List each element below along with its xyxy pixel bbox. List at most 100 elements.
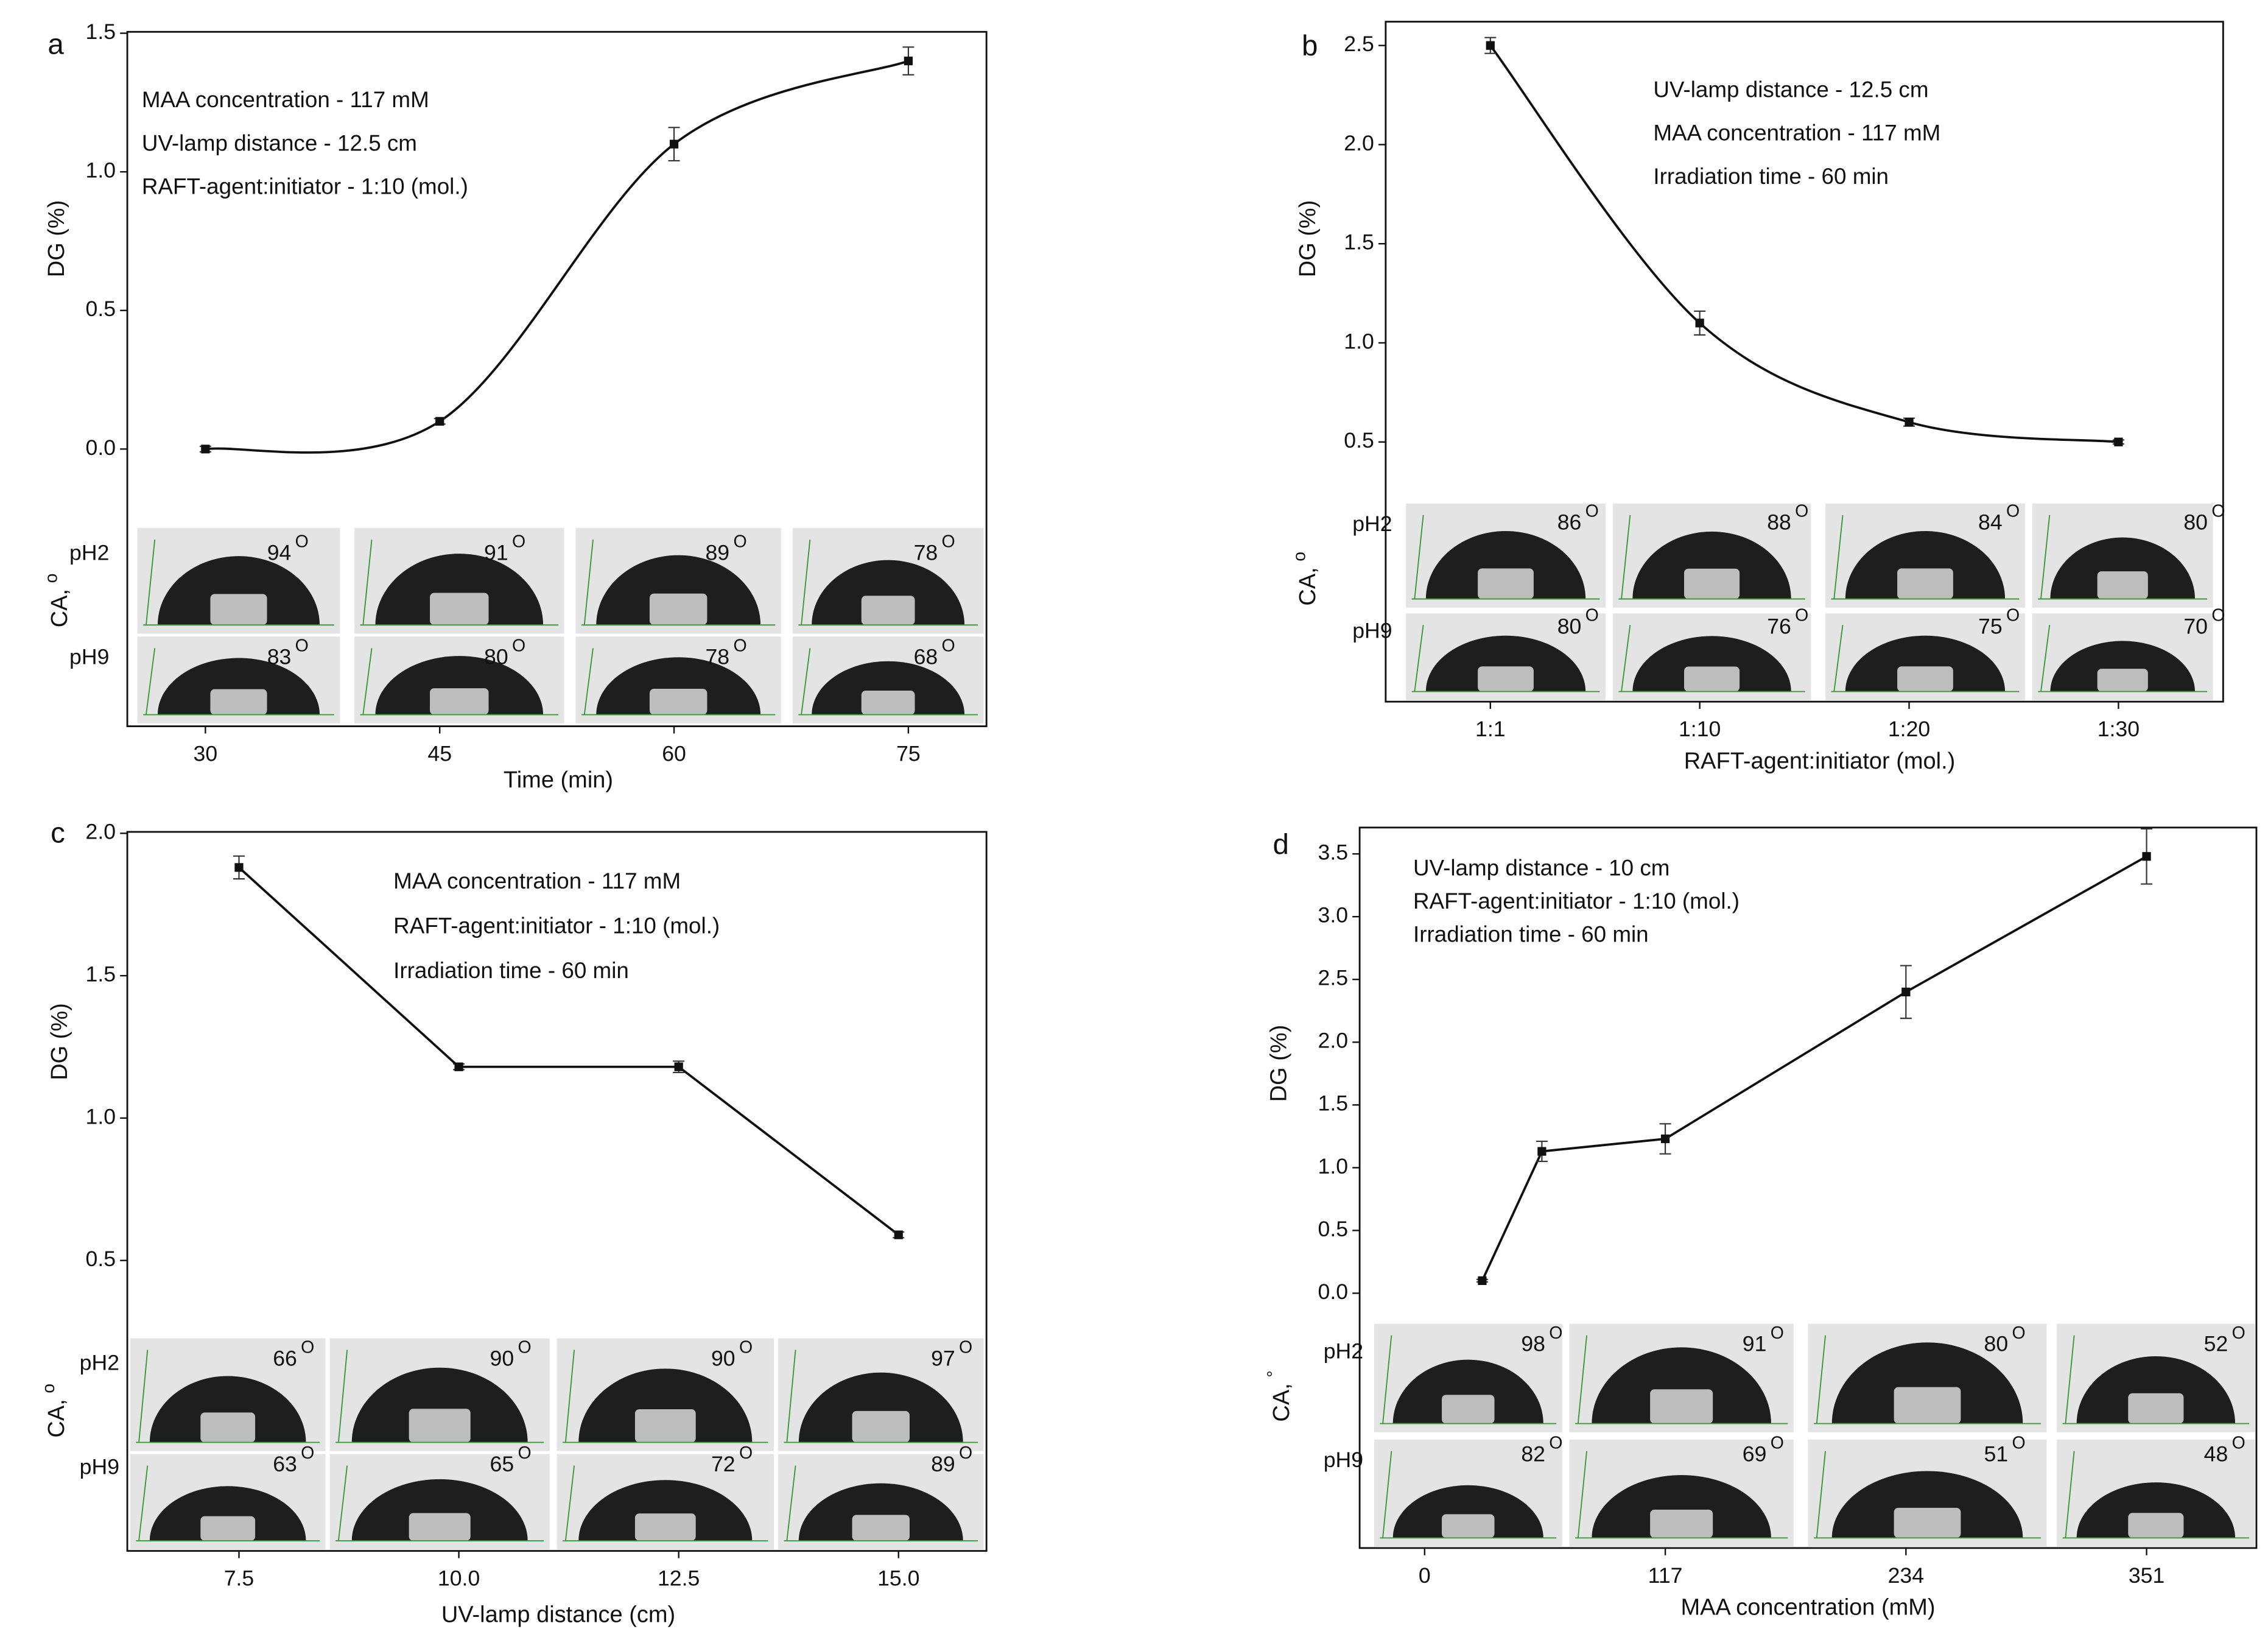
- angle-unit: O: [739, 1338, 753, 1357]
- droplet: [1592, 1347, 1771, 1424]
- angle-unit: O: [1771, 1433, 1784, 1452]
- annotation: RAFT-agent:initiator - 1:10 (mol.): [142, 174, 468, 199]
- contact-angle: 84: [1978, 510, 2003, 534]
- angle-unit: O: [301, 1338, 314, 1357]
- y-tick-label: 0.5: [86, 297, 116, 321]
- droplet-core: [649, 593, 707, 625]
- marker: [894, 1230, 903, 1239]
- droplet-core: [1897, 568, 1953, 599]
- tangent: [801, 540, 811, 625]
- ph-label: pH9: [1352, 619, 1392, 643]
- y-axis-label: DG (%): [47, 1003, 72, 1080]
- tangent: [1382, 1451, 1392, 1538]
- tangent: [801, 648, 811, 715]
- contact-angle: 52: [2204, 1332, 2228, 1356]
- contact-angle: 90: [490, 1346, 514, 1370]
- droplet-core: [430, 688, 489, 715]
- annotation: Irradiation time - 60 min: [1653, 164, 1889, 189]
- tangent: [2040, 625, 2051, 692]
- angle-unit: O: [2232, 1323, 2245, 1343]
- droplet: [1831, 1342, 2023, 1424]
- droplet-core: [200, 1516, 256, 1541]
- y-tick-label: 1.0: [86, 158, 116, 183]
- y-tick-label: 2.0: [86, 820, 116, 844]
- marker: [669, 139, 679, 149]
- tangent: [138, 1465, 149, 1541]
- angle-unit: O: [733, 532, 746, 551]
- ph-label: pH2: [1324, 1339, 1363, 1364]
- marker: [1486, 41, 1495, 50]
- y-tick-label: 2.5: [1344, 32, 1374, 56]
- y-tick-label: 0.5: [1344, 428, 1374, 452]
- angle-unit: O: [2012, 1323, 2025, 1343]
- ca-unit: o: [41, 574, 61, 583]
- ca-label: CA, °: [1263, 1370, 1294, 1421]
- droplet: [812, 560, 965, 625]
- annotation: MAA concentration - 117 mM: [393, 868, 681, 893]
- angle-unit: O: [295, 636, 309, 655]
- y-tick-label: 3.0: [1318, 903, 1349, 928]
- angle-unit: O: [2012, 1433, 2025, 1452]
- tangent: [362, 648, 373, 715]
- ca-label: CA, o: [41, 574, 72, 628]
- y-tick-label: 0.5: [1318, 1217, 1349, 1241]
- tangent: [362, 540, 373, 625]
- tangent: [1382, 1335, 1392, 1424]
- contact-angle: 72: [711, 1452, 736, 1476]
- x-axis-label: RAFT-agent:initiator (mol.): [1684, 748, 1956, 774]
- droplet: [1831, 1471, 2023, 1538]
- angle-unit: O: [1795, 501, 1808, 521]
- x-tick-label: 351: [2129, 1563, 2164, 1588]
- droplet: [1592, 1475, 1771, 1538]
- y-tick-label: 2.0: [1344, 131, 1374, 155]
- tangent: [138, 1350, 149, 1443]
- droplet-core: [430, 593, 489, 625]
- tangent: [1833, 625, 1844, 692]
- angle-unit: O: [295, 532, 309, 551]
- tangent: [564, 1350, 575, 1443]
- droplet: [351, 1367, 528, 1443]
- tangent: [337, 1350, 348, 1443]
- tangent: [146, 648, 156, 715]
- angle-unit: O: [2211, 606, 2225, 625]
- annotation: Irradiation time - 60 min: [1413, 922, 1649, 947]
- droplet: [596, 555, 761, 625]
- droplet: [596, 657, 761, 715]
- tangent: [2065, 1335, 2075, 1424]
- marker: [2114, 437, 2123, 446]
- contact-angle: 82: [1521, 1442, 1545, 1466]
- y-tick-label: 2.0: [1318, 1029, 1349, 1053]
- ca-text: CA,: [1269, 1383, 1294, 1421]
- angle-unit: O: [2232, 1433, 2245, 1452]
- x-axis-label: MAA concentration (mM): [1680, 1595, 1935, 1621]
- x-tick-label: 60: [662, 741, 686, 766]
- tangent: [337, 1465, 348, 1541]
- contact-angle: 97: [931, 1346, 955, 1370]
- droplet: [578, 1368, 753, 1443]
- angle-unit: O: [733, 636, 746, 655]
- tangent: [583, 540, 594, 625]
- annotation: UV-lamp distance - 10 cm: [1413, 855, 1669, 880]
- ph-label: pH2: [69, 540, 109, 565]
- contact-angle: 88: [1767, 510, 1791, 534]
- angle-unit: O: [1585, 501, 1599, 521]
- droplet-core: [1442, 1395, 1495, 1424]
- ph-label: pH9: [1324, 1448, 1363, 1472]
- droplet: [1632, 531, 1791, 599]
- contact-angle: 86: [1557, 510, 1582, 534]
- droplet-core: [1478, 666, 1534, 692]
- droplet-core: [2128, 1393, 2184, 1424]
- ph-label: pH9: [69, 644, 109, 669]
- droplet: [149, 1486, 306, 1541]
- contact-angle: 89: [931, 1452, 955, 1476]
- ca-unit: °: [1263, 1370, 1283, 1377]
- droplet-core: [2097, 669, 2148, 692]
- annotation: Irradiation time - 60 min: [393, 958, 629, 983]
- droplet-core: [649, 689, 707, 715]
- angle-unit: O: [1795, 606, 1808, 625]
- marker: [1695, 319, 1704, 328]
- tangent: [1577, 1335, 1588, 1424]
- tangent: [1833, 515, 1844, 599]
- angle-unit: O: [1549, 1323, 1562, 1343]
